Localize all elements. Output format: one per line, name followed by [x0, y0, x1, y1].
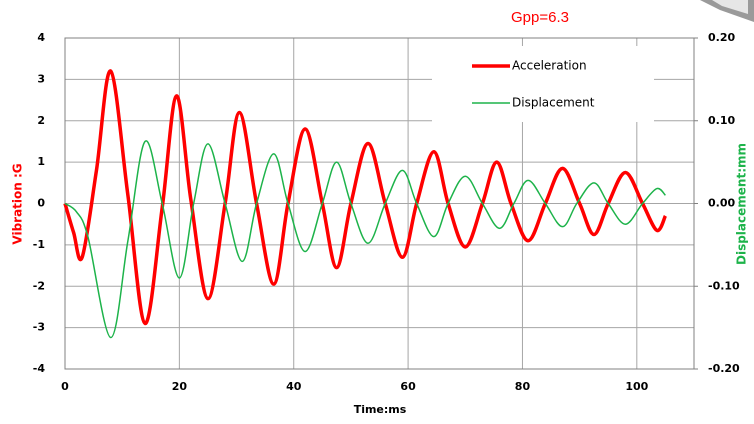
- corner-decoration: [712, 0, 748, 14]
- x-tick-label: 80: [515, 380, 531, 393]
- x-tick-label: 0: [61, 380, 69, 393]
- y2-tick-label: -0.20: [708, 362, 740, 375]
- y-tick-label: 1: [37, 155, 45, 168]
- y2-tick-label: 0.00: [708, 197, 735, 210]
- y-tick-label: 4: [37, 31, 45, 44]
- y2-tick-label: 0.10: [708, 114, 735, 127]
- y-tick-label: -4: [33, 362, 46, 375]
- y2-tick-label: -0.10: [708, 279, 740, 292]
- x-tick-label: 60: [400, 380, 416, 393]
- y-tick-label: -2: [33, 279, 45, 292]
- y-tick-label: 0: [37, 197, 45, 210]
- y-tick-label: 2: [37, 114, 45, 127]
- y-tick-label: -1: [33, 238, 45, 251]
- y2-tick-label: 0.20: [708, 31, 735, 44]
- y-tick-label: 3: [37, 72, 45, 85]
- y2-axis-label: Displacement:mm: [735, 143, 749, 265]
- legend-box: [432, 46, 654, 122]
- annotation: Gpp=6.3: [511, 9, 569, 26]
- x-tick-label: 40: [286, 380, 302, 393]
- x-tick-label: 100: [625, 380, 648, 393]
- y-tick-label: -3: [33, 321, 45, 334]
- data-line: [64, 140, 666, 339]
- data-line: [63, 69, 668, 326]
- legend-label: Acceleration: [512, 59, 587, 73]
- legend-label: Displacement: [512, 96, 595, 110]
- x-tick-label: 20: [172, 380, 188, 393]
- x-axis-label: Time:ms: [354, 403, 407, 416]
- y-axis-label: Vibration :G: [11, 163, 25, 244]
